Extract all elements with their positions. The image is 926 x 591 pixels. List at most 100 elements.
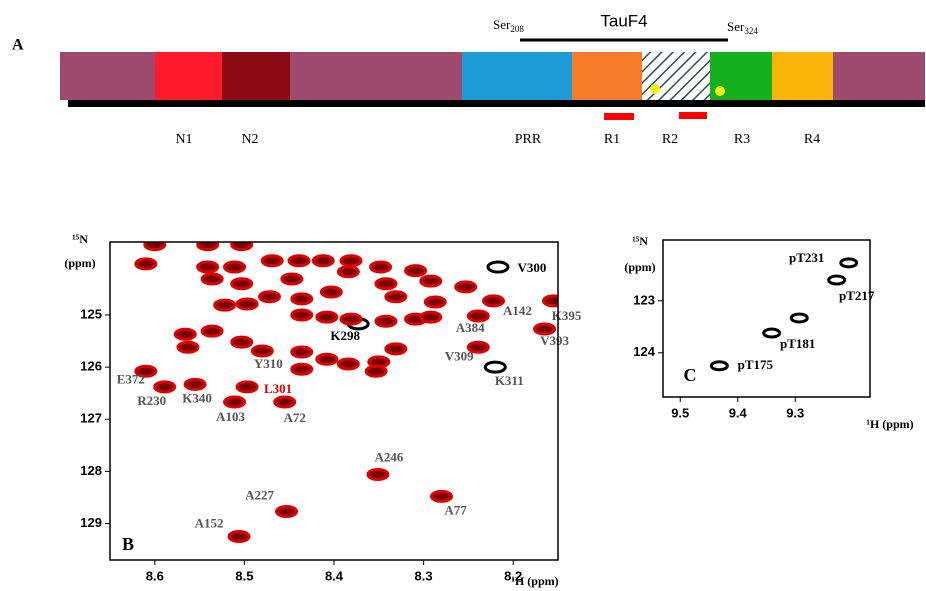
peak-label: A77 <box>444 502 467 517</box>
peak <box>315 310 339 324</box>
y-tick-label: 125 <box>80 306 102 321</box>
x-tick-label: 9.5 <box>671 405 689 420</box>
domain-segment <box>155 52 222 100</box>
x-tick-label: 8.6 <box>146 568 164 583</box>
y-axis-unit: (ppm) <box>624 260 655 274</box>
peak <box>533 322 557 336</box>
peak-label: A142 <box>503 303 532 318</box>
peak <box>315 352 339 366</box>
peak-label: K395 <box>552 308 582 323</box>
peak <box>134 364 158 378</box>
domain-label: R2 <box>662 132 678 147</box>
domain-label: R3 <box>734 132 750 147</box>
residue-name: Ser <box>493 17 511 32</box>
x-tick-label: 8.5 <box>235 568 253 583</box>
peak <box>483 360 507 374</box>
peak <box>789 312 809 324</box>
y-tick-label: 124 <box>633 344 655 359</box>
marker-bar <box>604 113 634 120</box>
x-tick-label: 8.2 <box>504 568 522 583</box>
domain-segment <box>572 52 642 100</box>
peak <box>223 395 247 409</box>
peak-label: E372 <box>117 371 145 386</box>
peak <box>364 364 388 378</box>
domain-label: R4 <box>804 132 820 147</box>
peak <box>839 257 859 269</box>
y-axis-nucleus: ¹⁵N <box>632 234 648 248</box>
peak-label: A246 <box>374 449 403 464</box>
plot-frame <box>662 239 871 398</box>
panel-label: B <box>122 534 134 554</box>
peak <box>143 242 167 252</box>
peak <box>134 257 158 271</box>
y-tick-label: 128 <box>80 463 102 478</box>
peak <box>275 505 299 519</box>
peak <box>311 254 335 268</box>
panel-label: C <box>684 365 697 385</box>
peak <box>709 360 729 372</box>
peak <box>290 292 314 306</box>
peak-label: K311 <box>495 373 524 388</box>
y-tick-label: 129 <box>80 515 102 530</box>
peak <box>374 314 398 328</box>
domain-label: R1 <box>604 132 620 147</box>
peak <box>223 260 247 274</box>
peak-label: A103 <box>216 409 245 424</box>
peak-label: A72 <box>284 410 306 425</box>
peak <box>384 290 408 304</box>
peak-label: K298 <box>330 328 360 343</box>
peak <box>419 274 443 288</box>
peak <box>280 272 304 286</box>
residue-number: 208 <box>510 24 524 34</box>
domain-label: N1 <box>175 132 192 147</box>
peak-label: V393 <box>540 333 569 348</box>
x-tick-label: 8.3 <box>415 568 433 583</box>
peak <box>419 310 443 324</box>
peak <box>173 327 197 341</box>
panel-a: A Ser208 TauF4 Ser324 <box>12 11 925 120</box>
peak <box>290 308 314 322</box>
peak-label: R230 <box>137 393 166 408</box>
y-axis-unit: (ppm) <box>64 256 95 270</box>
baseline-bar <box>68 99 925 107</box>
start-residue: Ser208 <box>493 17 524 34</box>
peak <box>423 295 447 309</box>
peak-label: A152 <box>195 516 224 531</box>
peak <box>366 468 390 482</box>
peak <box>430 489 454 503</box>
residue-name: Ser <box>727 19 745 34</box>
peak-label: A384 <box>456 320 485 335</box>
panel-label: A <box>12 37 24 54</box>
y-axis-nucleus: ¹⁵N <box>72 232 88 246</box>
peak <box>374 277 398 291</box>
peak <box>290 345 314 359</box>
peak <box>235 380 259 394</box>
peak <box>336 265 360 279</box>
peak <box>250 344 274 358</box>
peak <box>339 312 363 326</box>
fragment-name: TauF4 <box>600 11 647 30</box>
y-tick-label: 123 <box>633 292 655 307</box>
peak <box>273 395 297 409</box>
x-tick-label: 8.4 <box>325 568 344 583</box>
y-tick-label: 126 <box>80 359 102 374</box>
peak <box>227 530 251 544</box>
peak-label: pT181 <box>780 336 815 351</box>
marker-bar <box>679 112 707 119</box>
peak-label: L301 <box>264 381 292 396</box>
peak <box>542 294 558 308</box>
peak <box>827 274 847 286</box>
peak <box>319 285 343 299</box>
site-dot <box>650 84 660 94</box>
peak-label: pT175 <box>738 357 774 372</box>
peak <box>196 260 220 274</box>
peak <box>454 280 478 294</box>
peak-label: pT217 <box>839 288 875 303</box>
peak <box>235 297 259 311</box>
peak <box>762 327 782 339</box>
x-axis-label: ¹H (ppm) <box>866 417 913 431</box>
peak <box>230 242 254 252</box>
peak <box>336 357 360 371</box>
peak-label: A227 <box>245 488 274 503</box>
